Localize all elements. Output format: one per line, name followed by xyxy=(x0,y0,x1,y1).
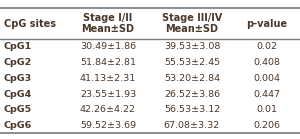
Bar xyxy=(0,55,300,70)
Text: CpG3: CpG3 xyxy=(4,74,32,83)
Text: 39.53±3.08: 39.53±3.08 xyxy=(164,42,220,51)
Bar xyxy=(0,102,300,118)
Text: 42.26±4.22: 42.26±4.22 xyxy=(80,105,136,114)
Text: 59.52±3.69: 59.52±3.69 xyxy=(80,121,136,130)
Text: CpG2: CpG2 xyxy=(4,58,32,67)
Text: Stage III/IV
Mean±SD: Stage III/IV Mean±SD xyxy=(162,13,222,34)
Text: CpG sites: CpG sites xyxy=(4,19,56,29)
Text: 41.13±2.31: 41.13±2.31 xyxy=(80,74,136,83)
Text: 23.55±1.93: 23.55±1.93 xyxy=(80,90,136,99)
Bar xyxy=(0,8,300,39)
Text: 0.206: 0.206 xyxy=(254,121,280,130)
Text: 30.49±1.86: 30.49±1.86 xyxy=(80,42,136,51)
Text: 0.408: 0.408 xyxy=(254,58,280,67)
Text: CpG1: CpG1 xyxy=(4,42,32,51)
Text: CpG6: CpG6 xyxy=(4,121,32,130)
Text: 0.02: 0.02 xyxy=(256,42,278,51)
Text: CpG5: CpG5 xyxy=(4,105,32,114)
Bar xyxy=(0,39,300,55)
Text: 55.53±2.45: 55.53±2.45 xyxy=(164,58,220,67)
Text: 0.004: 0.004 xyxy=(254,74,280,83)
Text: 0.447: 0.447 xyxy=(254,90,280,99)
Text: 56.53±3.12: 56.53±3.12 xyxy=(164,105,220,114)
Bar xyxy=(0,86,300,102)
Text: 26.52±3.86: 26.52±3.86 xyxy=(164,90,220,99)
Text: 51.84±2.81: 51.84±2.81 xyxy=(80,58,136,67)
Text: CpG4: CpG4 xyxy=(4,90,32,99)
Text: 53.20±2.84: 53.20±2.84 xyxy=(164,74,220,83)
Bar xyxy=(0,118,300,133)
Text: Stage I/II
Mean±SD: Stage I/II Mean±SD xyxy=(82,13,134,34)
Bar xyxy=(0,70,300,86)
Text: 67.08±3.32: 67.08±3.32 xyxy=(164,121,220,130)
Text: p-value: p-value xyxy=(246,19,288,29)
Text: 0.01: 0.01 xyxy=(256,105,278,114)
